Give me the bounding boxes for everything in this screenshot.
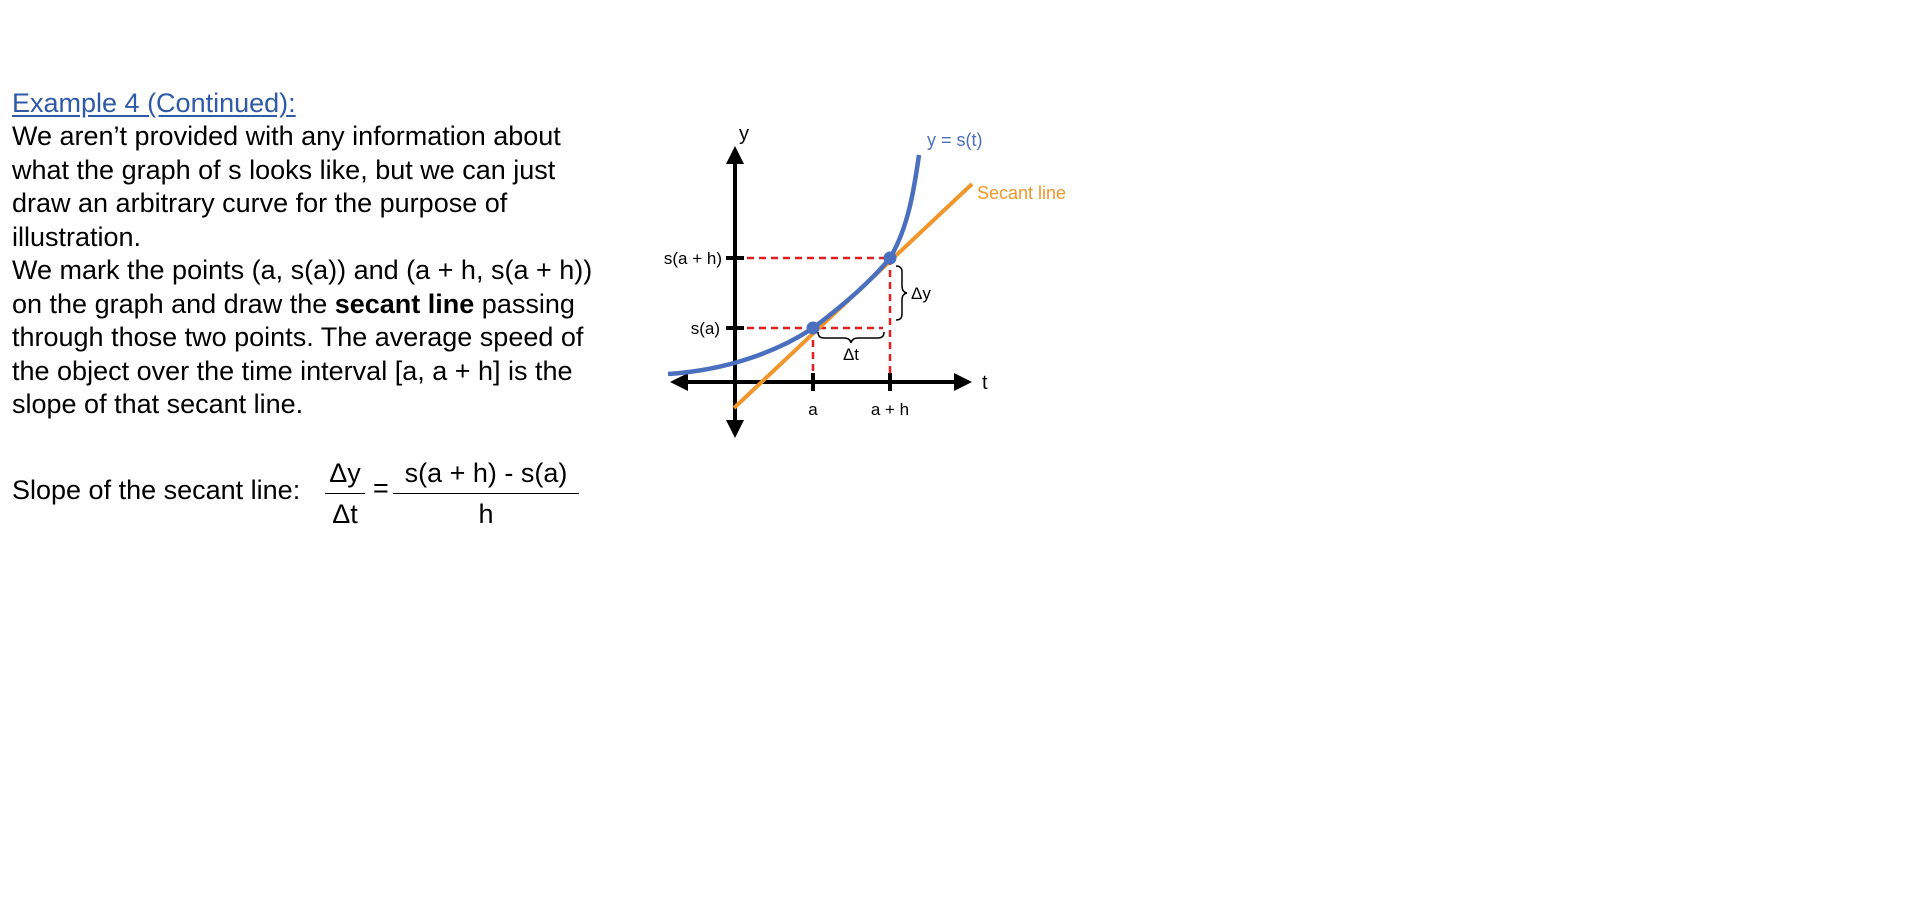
formula-label: Slope of the secant line: <box>12 475 301 505</box>
fraction-bar <box>325 493 365 494</box>
t-axis-arrow-left <box>670 373 688 391</box>
intro-line: what the graph of s looks like, but we c… <box>12 154 556 185</box>
point-a-sa <box>806 321 820 335</box>
slope-formula: Slope of the secant line: Δy Δt = s(a + … <box>12 455 632 535</box>
delta-t-brace <box>817 331 885 344</box>
secant-line-2-after: passing <box>474 288 575 319</box>
secant-paragraph: We mark the points (a, s(a)) and (a + h,… <box>12 254 642 422</box>
equals-sign: = <box>373 473 389 503</box>
intro-line: illustration. <box>12 221 142 252</box>
secant-line-5: slope of that secant line. <box>12 389 304 420</box>
fraction-bar <box>393 493 579 494</box>
secant-line-2: on the graph and draw the secant line pa… <box>12 288 642 322</box>
delta-y-numerator: Δy <box>329 458 361 488</box>
delta-y-label: Δy <box>911 284 931 303</box>
secant-graph: y t y = s(t) Secant line s(a + h) s(a) a… <box>664 123 1066 438</box>
delta-fraction: Δy Δt <box>325 455 365 532</box>
secant-line-1: We mark the points (a, s(a)) and (a + h,… <box>12 255 593 285</box>
t-axis-label: t <box>982 372 988 394</box>
delta-y-brace <box>895 265 908 321</box>
y-axis-arrow-up <box>726 146 744 164</box>
difference-numerator: s(a + h) - s(a) <box>404 458 568 488</box>
y-axis-label: y <box>739 123 749 145</box>
tick-label-ah: a + h <box>871 400 909 419</box>
intro-line: We aren’t provided with any information … <box>12 121 561 151</box>
difference-quotient: s(a + h) - s(a) h <box>393 455 579 532</box>
intro-paragraph: We aren’t provided with any information … <box>12 120 642 254</box>
curve-label: y = s(t) <box>927 130 983 150</box>
y-axis-arrow-down <box>726 420 744 438</box>
point-ah-sah <box>883 251 897 265</box>
intro-line: draw an arbitrary curve for the purpose … <box>12 188 508 219</box>
tick-label-sah: s(a + h) <box>664 249 722 268</box>
secant-line-2-before: on the graph and draw the <box>12 288 335 319</box>
secant-line-3: through those two points. The average sp… <box>12 322 584 353</box>
example-heading: Example 4 (Continued): <box>12 88 296 118</box>
delta-t-label: Δt <box>843 345 859 364</box>
secant-line-4: the object over the time interval [a, a … <box>12 355 573 386</box>
t-axis-arrow-right <box>954 373 972 391</box>
secant-line-label: Secant line <box>977 183 1066 203</box>
delta-t-denominator: Δt <box>332 499 358 529</box>
secant-term-bold: secant line <box>334 288 475 319</box>
tick-label-a: a <box>808 400 818 419</box>
h-denominator: h <box>478 499 494 529</box>
curve-s-of-t <box>667 154 922 377</box>
tick-label-sa: s(a) <box>691 319 720 338</box>
